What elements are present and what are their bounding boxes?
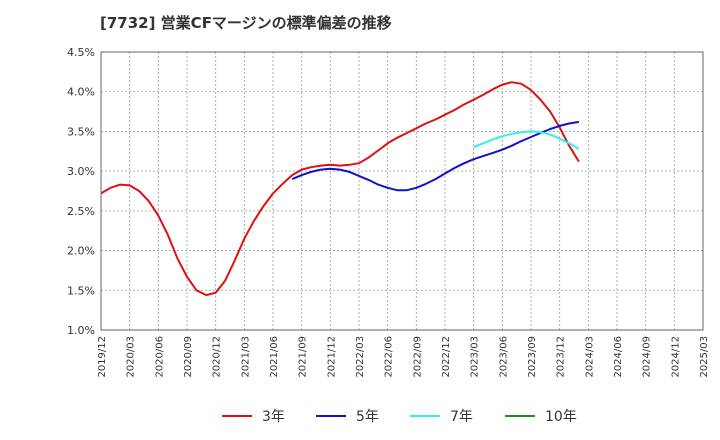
legend-swatch: [222, 415, 252, 417]
legend-item: 5年: [316, 404, 379, 428]
x-tick-label: 2022/09: [412, 336, 423, 378]
x-tick-label: 2023/03: [470, 336, 481, 378]
y-tick-label: 4.0%: [67, 86, 95, 99]
legend-swatch: [505, 415, 535, 417]
x-tick-label: 2023/12: [556, 336, 567, 378]
legend-item: 10年: [505, 404, 577, 428]
x-tick-label: 2020/09: [183, 336, 194, 378]
x-tick-label: 2021/03: [240, 336, 251, 378]
y-tick-label: 2.5%: [67, 205, 95, 218]
x-tick-label: 2024/12: [670, 336, 681, 378]
legend-item: 7年: [410, 404, 473, 428]
y-tick-label: 3.5%: [67, 125, 95, 138]
x-tick-label: 2020/06: [154, 336, 165, 378]
x-tick-label: 2023/09: [527, 336, 538, 378]
x-tick-label: 2022/12: [441, 336, 452, 378]
x-tick-label: 2025/03: [699, 336, 710, 378]
x-tick-label: 2021/09: [298, 336, 309, 378]
x-tick-label: 2024/09: [642, 336, 653, 378]
legend-swatch: [316, 415, 346, 417]
x-tick-label: 2024/03: [584, 336, 595, 378]
y-tick-label: 1.5%: [67, 284, 95, 297]
x-tick-label: 2023/06: [498, 336, 509, 378]
series-line-3年: [100, 81, 580, 297]
x-tick-label: 2021/12: [326, 336, 337, 378]
chart-title: [7732] 営業CFマージンの標準偏差の推移: [100, 14, 392, 32]
legend-label: 10年: [545, 409, 577, 425]
legend: 3年 5年 7年 10年: [0, 404, 720, 428]
legend-label: 5年: [356, 409, 379, 425]
series-line-7年: [473, 130, 580, 150]
x-tick-label: 2020/12: [212, 336, 223, 378]
y-tick-label: 2.0%: [67, 245, 95, 258]
series-line-5年: [291, 120, 580, 192]
legend-label: 7年: [450, 409, 473, 425]
legend-swatch: [410, 415, 440, 417]
y-tick-label: 4.5%: [67, 46, 95, 59]
x-tick-label: 2024/06: [613, 336, 624, 378]
y-tick-label: 1.0%: [67, 324, 95, 337]
y-tick-label: 3.0%: [67, 165, 95, 178]
legend-item: 3年: [222, 404, 285, 428]
x-tick-label: 2020/03: [126, 336, 137, 378]
plot-border: [100, 51, 704, 331]
legend-label: 3年: [262, 409, 285, 425]
x-tick-label: 2021/06: [269, 336, 280, 378]
x-tick-label: 2019/12: [97, 336, 108, 378]
x-tick-label: 2022/03: [355, 336, 366, 378]
x-tick-label: 2022/06: [384, 336, 395, 378]
